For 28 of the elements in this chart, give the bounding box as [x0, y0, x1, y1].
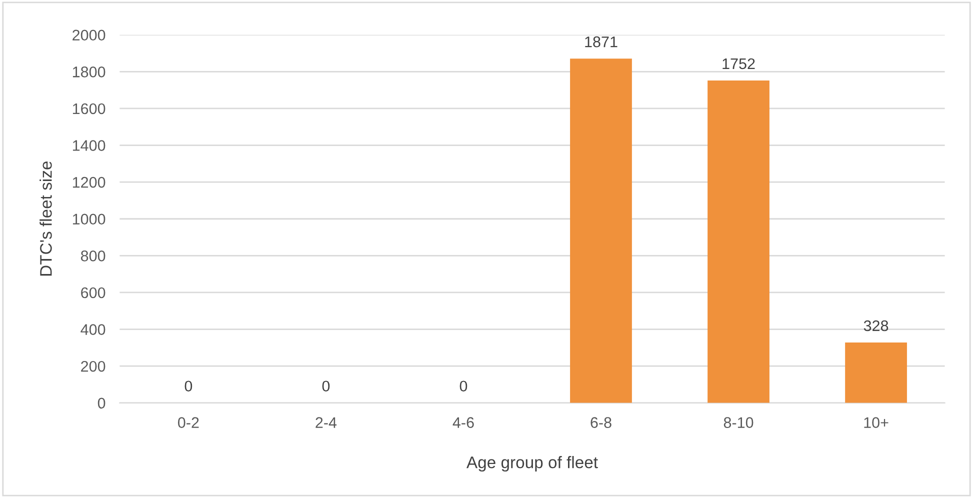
- data-label: 1871: [585, 36, 618, 48]
- x-tick-label: 0-2: [178, 417, 199, 428]
- x-tick-label: 10+: [864, 417, 888, 428]
- y-tick-label: 1000: [72, 214, 106, 225]
- x-tick-label: 2-4: [316, 417, 337, 428]
- data-label: 328: [864, 320, 888, 332]
- data-label: 0: [184, 380, 192, 392]
- bar: [570, 58, 632, 403]
- y-tick-label: 1800: [72, 66, 106, 78]
- data-label: 0: [322, 380, 330, 392]
- y-tick-label: 1200: [72, 176, 106, 188]
- y-tick-label: 1600: [72, 103, 106, 114]
- x-axis-title: Age group of fleet: [466, 456, 598, 472]
- x-tick-label: 4-6: [452, 417, 474, 428]
- y-tick-label: 200: [81, 360, 106, 372]
- y-tick-label: 2000: [72, 30, 106, 41]
- y-tick-label: 800: [80, 250, 106, 262]
- data-label: 1752: [722, 58, 755, 70]
- bar: [845, 342, 907, 403]
- y-tick-label: 0: [98, 398, 106, 409]
- y-tick-label: 400: [80, 324, 106, 335]
- x-tick-label: 6-8: [590, 417, 612, 428]
- y-tick-label: 600: [81, 287, 106, 298]
- y-tick-label: 1400: [72, 140, 106, 151]
- y-axis-title: DTC's fleet size: [40, 162, 52, 276]
- data-label: 0: [460, 380, 468, 392]
- bar: [708, 80, 770, 403]
- x-tick-label: 8-10: [724, 417, 754, 428]
